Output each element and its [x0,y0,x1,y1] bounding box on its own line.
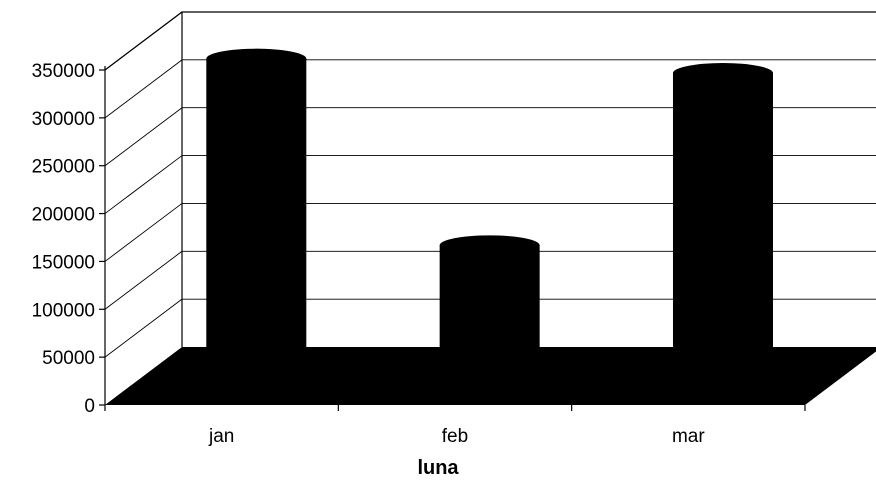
y-tick-label: 200000 [32,205,95,226]
bar-base [439,363,540,384]
y-tick-label: 150000 [32,252,95,273]
gridline-side [104,107,183,167]
bar-body [672,73,773,374]
bar-base [206,363,307,384]
x-axis-ticks: jan feb mar [104,405,806,447]
bars [206,48,773,384]
bar-body [439,245,540,374]
y-tick-label: 350000 [32,61,95,82]
y-tick-label: 0 [84,396,95,417]
gridline-side [104,250,183,310]
bar-top [439,235,540,256]
gridline-side [104,298,183,358]
back-wall [181,11,876,347]
y-tick-label: 100000 [32,300,95,321]
x-tick-label: mar [672,426,705,447]
bar-top [206,48,307,69]
gridline-side [104,203,183,262]
bar [439,235,540,384]
y-axis-ticks: 0 50000 100000 150000 200000 250000 300000 3500… [32,61,105,417]
x-axis-title: luna [417,457,459,479]
bar-top [672,63,773,84]
y-tick-label: 300000 [32,109,95,130]
y-tick-label: 50000 [42,348,95,369]
bar [672,63,773,384]
x-tick-label: jan [208,426,234,447]
y-tick-label: 250000 [32,157,95,178]
gridline-side [104,155,183,214]
bar [206,48,307,384]
bar-body [206,58,307,374]
x-tick-label: feb [442,426,468,447]
bar-base [672,363,773,384]
gridline-side [104,11,183,71]
gridline-side [104,59,183,119]
